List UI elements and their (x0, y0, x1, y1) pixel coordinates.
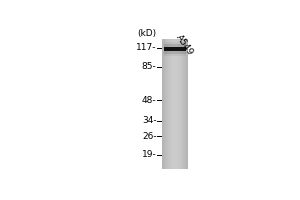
Text: 26-: 26- (142, 132, 157, 141)
Text: 19-: 19- (142, 150, 157, 159)
Text: 117-: 117- (136, 43, 157, 52)
FancyBboxPatch shape (164, 42, 185, 56)
Text: 34-: 34- (142, 116, 157, 125)
Text: 85-: 85- (142, 62, 157, 71)
FancyBboxPatch shape (164, 44, 185, 54)
Text: 48-: 48- (142, 96, 157, 105)
FancyBboxPatch shape (164, 47, 185, 51)
Text: (kD): (kD) (137, 29, 157, 38)
Text: A549: A549 (175, 33, 195, 57)
